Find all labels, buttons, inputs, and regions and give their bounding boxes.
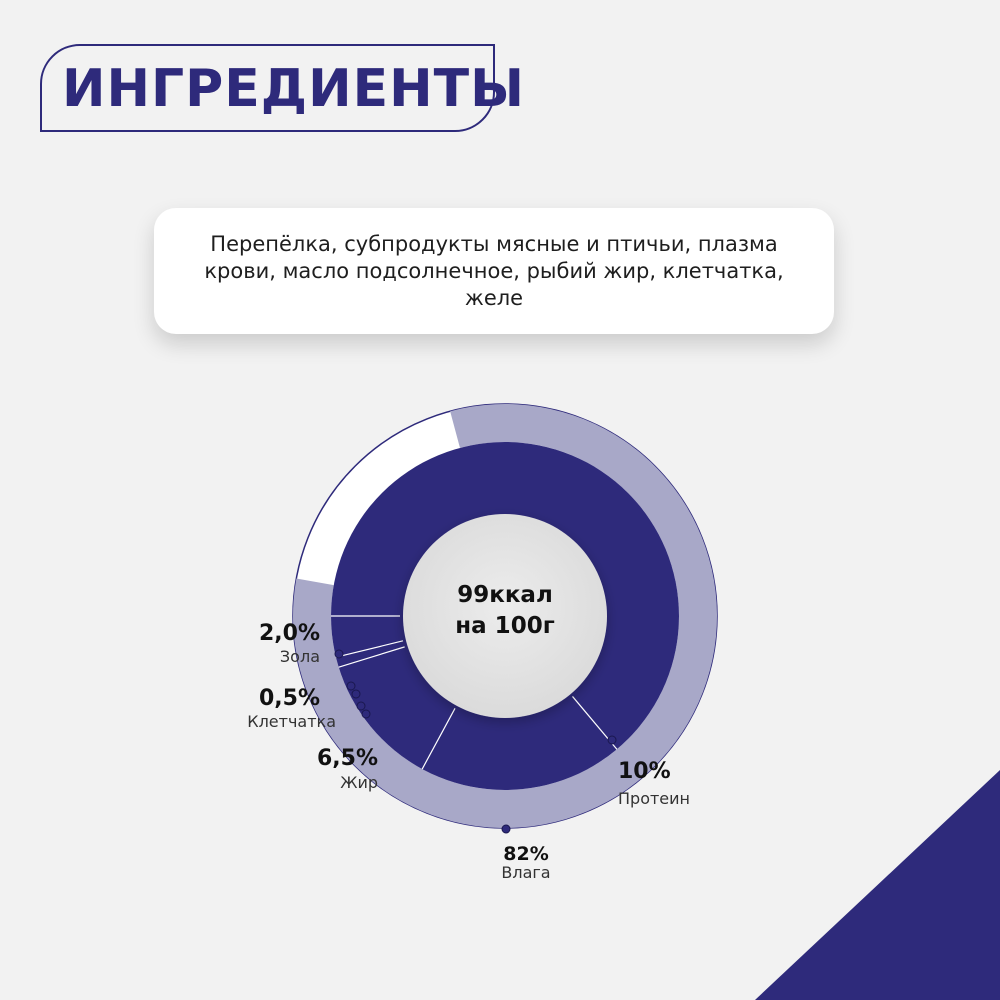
value-label-ash: 2,0% [259,621,320,646]
title-frame [40,44,495,132]
separator-line-3 [335,640,404,658]
marker-dot-fat-2 [361,709,371,719]
marker-dot-protein [607,735,617,745]
calorie-label: 99ккал на 100г [405,580,605,642]
center-circle [403,514,607,718]
name-label-protein: Протеин [618,789,690,808]
marker-dot-fiber-1 [346,681,356,691]
value-label-protein: 10% [618,759,671,784]
marker-dot-ash [334,649,344,659]
corner-decoration [755,770,1000,1000]
marker-dot-fiber-2 [351,689,361,699]
marker-dot-moisture [501,824,511,834]
value-label-fat: 6,5% [317,746,378,771]
name-label-fiber: Клетчатка [247,712,336,731]
value-label-fiber: 0,5% [259,686,320,711]
calorie-unit: на 100г [455,613,555,639]
ingredients-card: Перепёлка, субпродукты мясные и птичьи, … [154,208,834,334]
ingredients-text: Перепёлка, субпродукты мясные и птичьи, … [204,231,784,310]
calorie-value: 99ккал [457,582,553,608]
separator-line-1 [421,708,456,770]
marker-dot-fat-1 [356,701,366,711]
name-label-moisture: Влага [501,863,550,882]
page-title: ИНГРЕДИЕНТЫ [62,59,526,119]
name-label-ash: Зола [280,647,320,666]
separator-line-2 [338,646,405,668]
name-label-fat: Жир [340,773,378,792]
value-label-moisture: 82% [503,843,548,865]
